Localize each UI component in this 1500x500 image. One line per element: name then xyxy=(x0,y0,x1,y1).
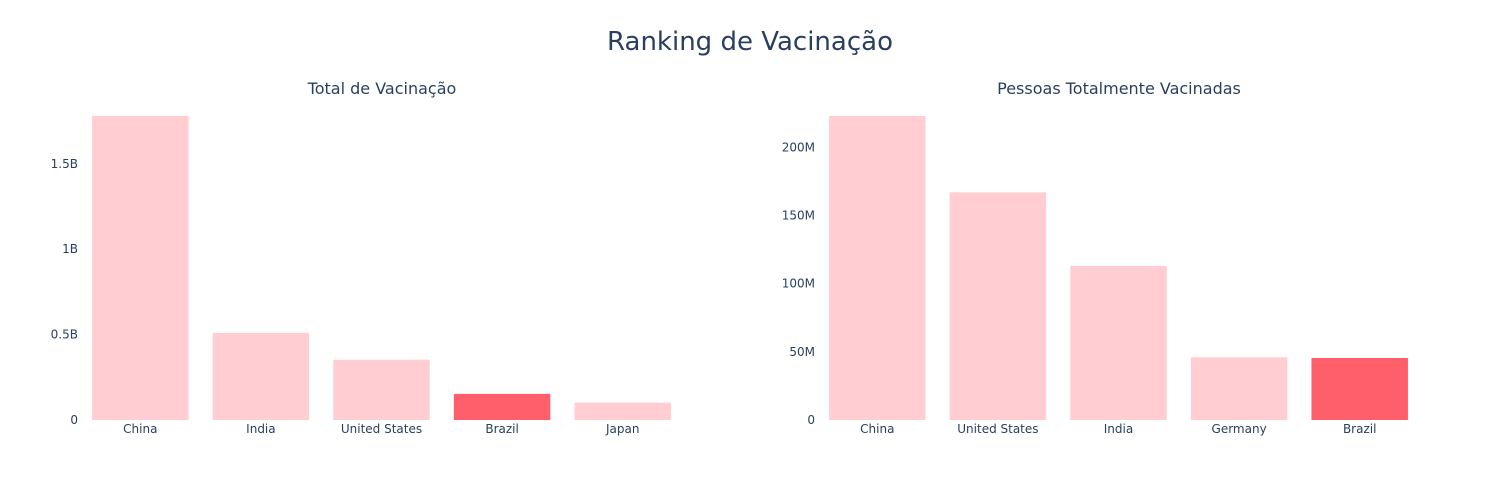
bar-germany[interactable] xyxy=(1190,357,1288,420)
bar-brazil[interactable] xyxy=(1311,357,1408,420)
x-tick-label: Brazil xyxy=(1343,422,1377,436)
x-tick-label: Japan xyxy=(605,422,639,436)
bar-japan[interactable] xyxy=(574,402,671,420)
y-tick-label: 0 xyxy=(70,413,78,427)
y-tick-label: 50M xyxy=(789,345,815,359)
bar-china[interactable] xyxy=(829,116,926,420)
y-tick-label: 1.5B xyxy=(51,157,78,171)
y-tick-label: 200M xyxy=(782,140,815,154)
subplot-title-total: Total de Vacinação xyxy=(307,79,457,98)
bar-brazil[interactable] xyxy=(453,393,551,420)
subplot-title-fully: Pessoas Totalmente Vacinadas xyxy=(997,79,1241,98)
x-tick-label: India xyxy=(246,422,275,436)
x-tick-label: China xyxy=(123,422,157,436)
x-tick-label: Germany xyxy=(1212,422,1267,436)
chart-panel-totalmente-vacinadas: Pessoas Totalmente Vacinadas 0 50M 100M 150… xyxy=(782,79,1408,436)
bar-india[interactable] xyxy=(1070,265,1167,420)
bar-united-states[interactable] xyxy=(333,359,430,420)
y-tick-label: 0.5B xyxy=(51,328,78,342)
y-tick-label: 0 xyxy=(807,413,815,427)
bar-india[interactable] xyxy=(212,332,310,420)
figure-title: Ranking de Vacinação xyxy=(607,27,893,57)
x-tick-label: China xyxy=(860,422,894,436)
x-tick-label: United States xyxy=(957,422,1038,436)
x-tick-label: Brazil xyxy=(485,422,519,436)
bar-united-states[interactable] xyxy=(949,192,1047,420)
y-tick-label: 100M xyxy=(782,277,815,291)
chart-panel-total-vacinacao: Total de Vacinação 0 0.5B 1B 1.5B China India… xyxy=(51,79,671,436)
bar-china[interactable] xyxy=(92,116,189,420)
x-tick-label: India xyxy=(1104,422,1133,436)
y-tick-label: 1B xyxy=(62,242,78,256)
y-tick-label: 150M xyxy=(782,209,815,223)
x-tick-label: United States xyxy=(341,422,422,436)
